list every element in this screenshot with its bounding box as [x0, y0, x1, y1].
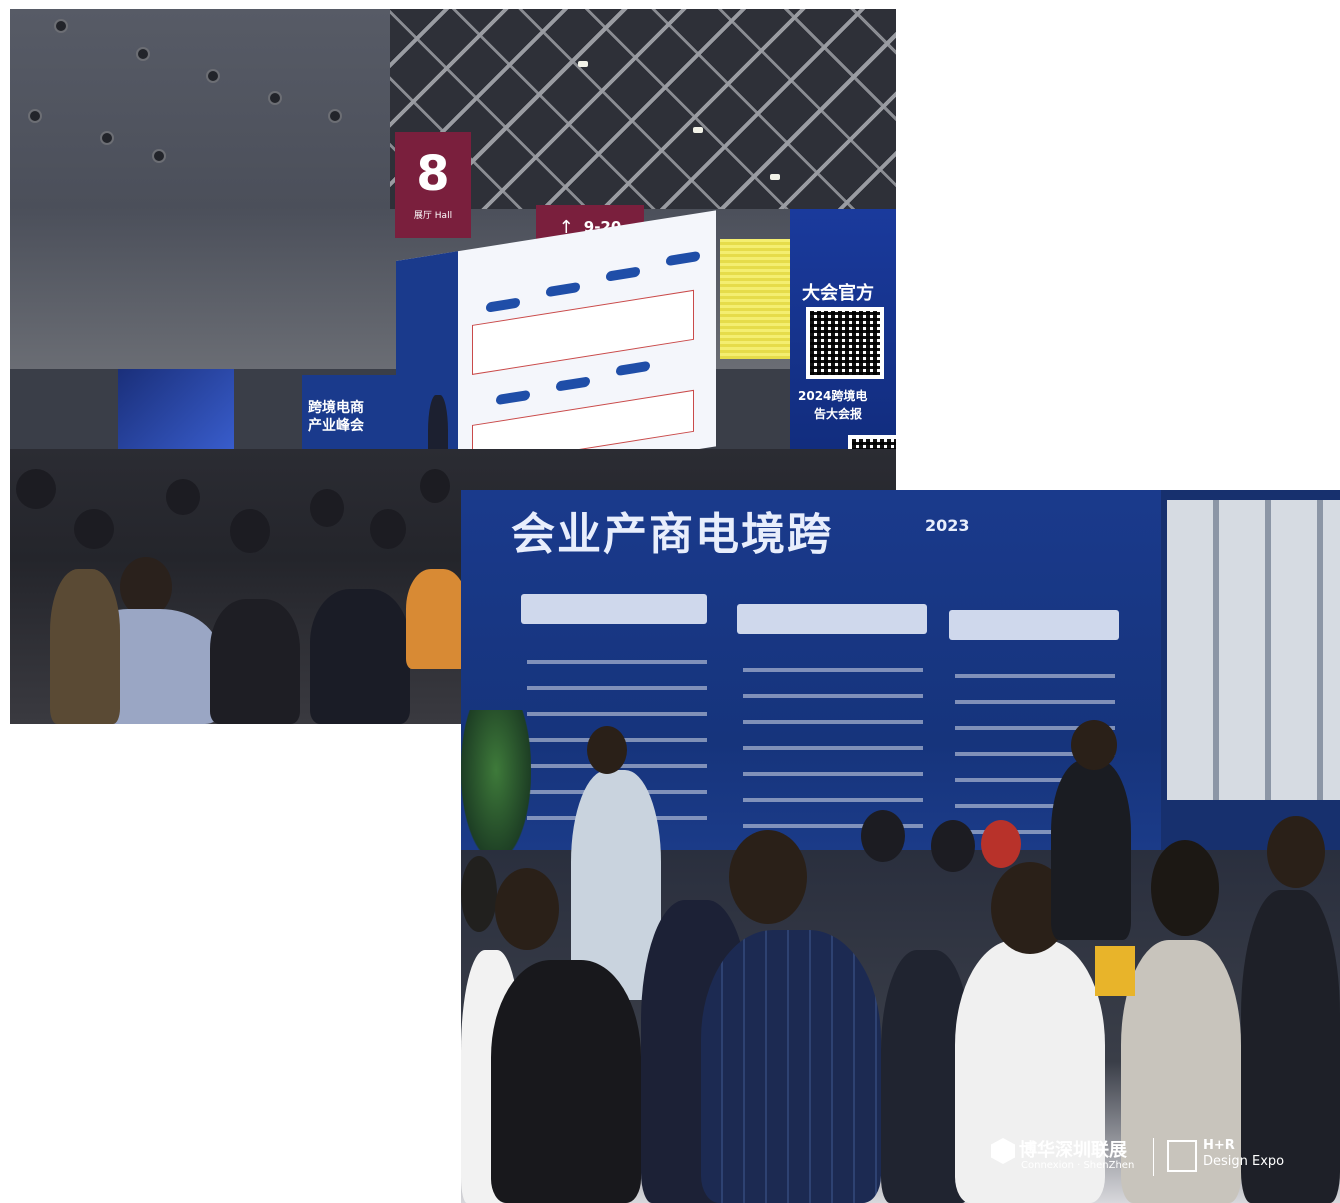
audience-head: [1151, 840, 1219, 936]
agenda-panel: [949, 610, 1119, 640]
audience-member-plaid-shirt: [701, 930, 881, 1203]
audience-member-white-shirt: [955, 940, 1105, 1203]
audience-member: [406, 569, 468, 669]
window: [1167, 500, 1340, 800]
connexion-logo: [991, 1138, 1015, 1164]
flow-node: [556, 376, 590, 392]
yellow-panel: [720, 239, 790, 359]
backdrop-year: 2023: [925, 516, 970, 535]
ceiling-light: [578, 61, 588, 67]
watermark-design-expo: Design Expo: [1203, 1154, 1285, 1169]
audience-closeup-photo: 会业产商电境跨 2023 博华深圳联展 Connexion · ShenZhen…: [461, 490, 1340, 1203]
flow-node: [486, 297, 520, 313]
backdrop-title: 跨境电商 产业峰会: [308, 400, 364, 434]
agenda-panel: [737, 604, 927, 634]
audience-head: [981, 820, 1021, 868]
wall-vent: [268, 91, 282, 105]
audience-head: [370, 509, 406, 549]
audience-head: [587, 726, 627, 774]
standing-man: [1051, 760, 1131, 940]
audience-head: [310, 489, 344, 527]
wall-vent: [28, 109, 42, 123]
agenda-panel: [521, 594, 707, 624]
ceiling-light: [693, 127, 703, 133]
audience-member: [1241, 890, 1340, 1203]
divider: [1153, 1138, 1154, 1176]
side-backdrop: [118, 369, 234, 459]
flow-node: [496, 389, 530, 406]
screen-subtitle-2: 告大会报: [814, 407, 863, 421]
audience-head: [74, 509, 114, 549]
audience-member: [310, 589, 410, 724]
flow-node: [546, 281, 580, 298]
audience-member-grey-blazer: [1121, 940, 1241, 1203]
potted-plant: [461, 710, 531, 860]
qr-code: [806, 307, 884, 379]
audience-member: [491, 960, 641, 1203]
audience-member: [50, 569, 120, 724]
audience-member: [210, 599, 300, 724]
yellow-bag: [1095, 946, 1135, 996]
audience-head: [495, 868, 559, 950]
hall-label: 展厅 Hall: [413, 211, 453, 221]
screen-title: 大会官方: [802, 283, 874, 304]
hr-design-expo-logo: [1167, 1140, 1197, 1172]
arrow-up-icon: ↑: [558, 216, 574, 238]
flow-node: [666, 250, 700, 267]
wall-vent: [100, 131, 114, 145]
audience-head: [861, 810, 905, 862]
audience-head: [931, 820, 975, 872]
audience-head: [729, 830, 807, 924]
watermark-cn: 博华深圳联展: [1019, 1140, 1127, 1161]
audience-head: [1071, 720, 1117, 770]
ceiling-truss: [390, 9, 896, 209]
watermark-en: Connexion · ShenZhen: [1021, 1160, 1135, 1171]
audience-head: [461, 856, 497, 932]
wall-vent: [54, 19, 68, 33]
audience-head: [16, 469, 56, 509]
flow-node: [606, 266, 640, 282]
backdrop-title-mirrored: 会业产商电境跨: [511, 509, 833, 560]
audience-head: [420, 469, 450, 503]
audience-head: [120, 557, 172, 617]
watermark-hr: H+R: [1203, 1138, 1235, 1153]
wall-vent: [206, 69, 220, 83]
wall-vent: [136, 47, 150, 61]
audience-head: [166, 479, 200, 515]
wall-vent: [328, 109, 342, 123]
audience-head: [1267, 816, 1325, 888]
wall-vent: [152, 149, 166, 163]
screen-subtitle: 2024跨境电: [798, 389, 868, 403]
flow-node: [616, 360, 650, 377]
audience-head: [230, 509, 270, 553]
ceiling-light: [770, 174, 780, 180]
hall-number-sign: 8 展厅 Hall: [395, 132, 471, 238]
hall-number: 8: [416, 146, 450, 202]
